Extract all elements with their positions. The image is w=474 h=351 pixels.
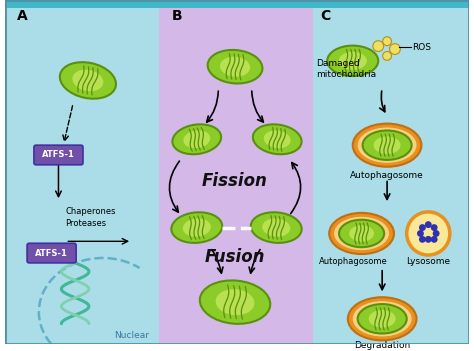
Bar [5,0,469,8]
Ellipse shape [251,212,301,243]
Ellipse shape [183,130,210,148]
Ellipse shape [73,69,103,91]
Ellipse shape [200,280,270,324]
Ellipse shape [334,217,389,250]
Bar [312,0,469,344]
Ellipse shape [262,218,290,237]
Ellipse shape [363,131,411,160]
Text: B: B [171,9,182,22]
Text: Fusion: Fusion [205,248,265,266]
Ellipse shape [253,124,301,154]
Ellipse shape [369,310,396,327]
Circle shape [383,52,392,60]
Text: Fission: Fission [202,172,268,191]
Circle shape [425,236,432,243]
Ellipse shape [358,127,417,163]
FancyBboxPatch shape [34,145,83,165]
Ellipse shape [329,213,394,254]
Circle shape [431,236,438,243]
Text: ROS: ROS [412,42,432,52]
Circle shape [419,236,426,243]
Text: A: A [17,9,28,22]
Ellipse shape [327,46,378,76]
Text: Proteases: Proteases [65,219,107,227]
Ellipse shape [60,62,116,99]
Ellipse shape [183,218,211,237]
Text: ATFS-1: ATFS-1 [35,249,68,258]
Ellipse shape [339,220,384,247]
Ellipse shape [173,124,221,154]
Ellipse shape [220,57,250,77]
Ellipse shape [353,124,421,167]
Circle shape [390,44,401,54]
Ellipse shape [348,297,417,340]
Circle shape [373,41,383,52]
Ellipse shape [264,130,291,148]
Text: Autophagosome: Autophagosome [319,257,388,266]
Text: Degradation: Degradation [354,342,410,350]
Ellipse shape [171,212,222,243]
Ellipse shape [374,136,401,154]
Circle shape [419,224,426,231]
Ellipse shape [208,50,263,84]
Circle shape [407,212,450,255]
Text: Nuclear: Nuclear [114,331,149,340]
Text: Lysosome: Lysosome [406,257,450,266]
Ellipse shape [216,289,255,315]
Text: Autophagosome: Autophagosome [350,171,424,180]
Text: ATFS-1: ATFS-1 [42,151,75,159]
Ellipse shape [339,52,367,70]
Ellipse shape [358,304,407,333]
Bar [158,0,312,344]
Circle shape [431,224,438,231]
FancyBboxPatch shape [27,243,76,263]
Bar [5,0,469,8]
Ellipse shape [353,301,411,337]
Circle shape [425,221,432,228]
Circle shape [383,37,392,46]
Ellipse shape [349,225,374,242]
Text: Chaperones: Chaperones [65,207,116,216]
Text: Damaged
mitochondria: Damaged mitochondria [317,59,376,79]
Circle shape [433,230,439,237]
Circle shape [417,230,424,237]
Text: C: C [320,9,331,22]
